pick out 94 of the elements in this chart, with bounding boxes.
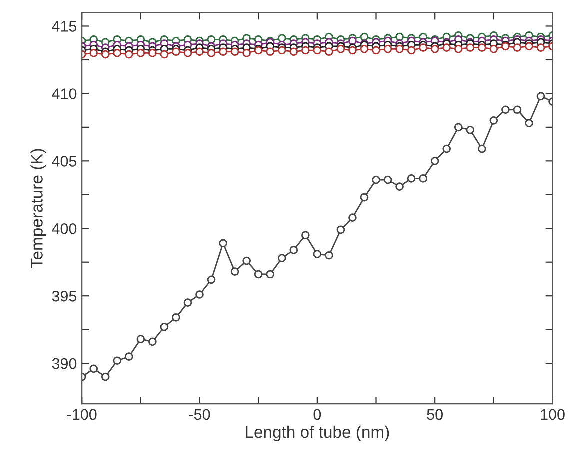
point bbox=[219, 239, 228, 248]
x-tick-label: 50 bbox=[427, 409, 443, 420]
point bbox=[442, 44, 452, 52]
point bbox=[348, 214, 357, 222]
point bbox=[230, 268, 240, 276]
point bbox=[207, 36, 216, 44]
x-axis-title: Length of tube (nm) bbox=[246, 426, 390, 442]
point bbox=[502, 106, 510, 114]
point bbox=[113, 49, 122, 58]
point bbox=[396, 182, 404, 191]
point bbox=[513, 44, 522, 52]
point bbox=[430, 156, 440, 166]
y-tick-label: 405 bbox=[52, 156, 77, 167]
point bbox=[336, 45, 346, 54]
point bbox=[148, 338, 157, 346]
point bbox=[442, 144, 452, 154]
y-axis-title: Temperature (K) bbox=[30, 149, 46, 268]
point bbox=[313, 250, 322, 258]
point bbox=[196, 48, 204, 56]
point bbox=[372, 176, 380, 184]
y-tick-label: 390 bbox=[52, 358, 77, 370]
y-tick-label: 400 bbox=[52, 223, 77, 234]
point bbox=[124, 352, 134, 361]
point bbox=[113, 356, 122, 366]
point bbox=[360, 32, 369, 42]
point bbox=[136, 335, 146, 344]
point bbox=[184, 49, 192, 58]
point bbox=[384, 176, 392, 184]
point bbox=[466, 126, 475, 134]
point bbox=[454, 123, 463, 132]
point bbox=[242, 49, 251, 58]
point bbox=[172, 48, 180, 56]
point bbox=[160, 322, 169, 332]
point bbox=[219, 48, 228, 56]
point bbox=[466, 44, 475, 52]
point bbox=[407, 46, 416, 55]
point bbox=[301, 46, 310, 55]
point bbox=[313, 46, 322, 55]
point bbox=[278, 254, 286, 262]
point bbox=[478, 44, 486, 52]
point bbox=[454, 45, 463, 54]
point bbox=[278, 34, 286, 43]
point bbox=[290, 48, 298, 56]
point bbox=[536, 92, 546, 101]
point bbox=[172, 314, 180, 322]
point bbox=[348, 46, 357, 55]
point bbox=[301, 231, 310, 240]
point bbox=[207, 49, 216, 58]
point bbox=[148, 49, 157, 58]
point bbox=[254, 270, 263, 279]
point bbox=[536, 44, 546, 52]
x-tick-label: 0 bbox=[314, 409, 322, 420]
point bbox=[336, 226, 346, 234]
point bbox=[525, 119, 534, 128]
point bbox=[396, 45, 404, 54]
point bbox=[348, 36, 357, 46]
point bbox=[266, 48, 275, 56]
point bbox=[266, 270, 275, 279]
point bbox=[513, 106, 522, 114]
x-tick-label: -50 bbox=[189, 409, 210, 420]
point bbox=[525, 42, 534, 51]
point bbox=[90, 364, 98, 374]
point bbox=[290, 246, 298, 254]
x-tick-label: -100 bbox=[67, 409, 97, 420]
point bbox=[490, 116, 498, 125]
point bbox=[325, 48, 334, 56]
point bbox=[90, 49, 98, 58]
point bbox=[325, 251, 334, 260]
point bbox=[490, 45, 498, 54]
point bbox=[101, 50, 110, 59]
x-tick-label: 100 bbox=[541, 409, 565, 420]
point bbox=[419, 44, 428, 52]
point bbox=[207, 276, 216, 284]
point bbox=[384, 45, 392, 54]
point bbox=[136, 49, 146, 58]
point bbox=[184, 298, 192, 308]
point bbox=[160, 50, 169, 59]
point bbox=[196, 290, 204, 299]
point bbox=[419, 174, 428, 183]
point bbox=[278, 46, 286, 55]
y-tick-label: 395 bbox=[52, 290, 77, 302]
y-tick-label: 415 bbox=[52, 21, 77, 32]
y-tick-label: 410 bbox=[52, 88, 77, 100]
point bbox=[242, 256, 251, 266]
point bbox=[360, 193, 369, 202]
point bbox=[396, 32, 404, 42]
point bbox=[101, 372, 110, 382]
point bbox=[372, 46, 380, 55]
point bbox=[407, 174, 416, 183]
point bbox=[478, 144, 486, 154]
point bbox=[430, 45, 440, 54]
point bbox=[124, 50, 134, 59]
point bbox=[230, 48, 240, 56]
point bbox=[360, 45, 369, 54]
